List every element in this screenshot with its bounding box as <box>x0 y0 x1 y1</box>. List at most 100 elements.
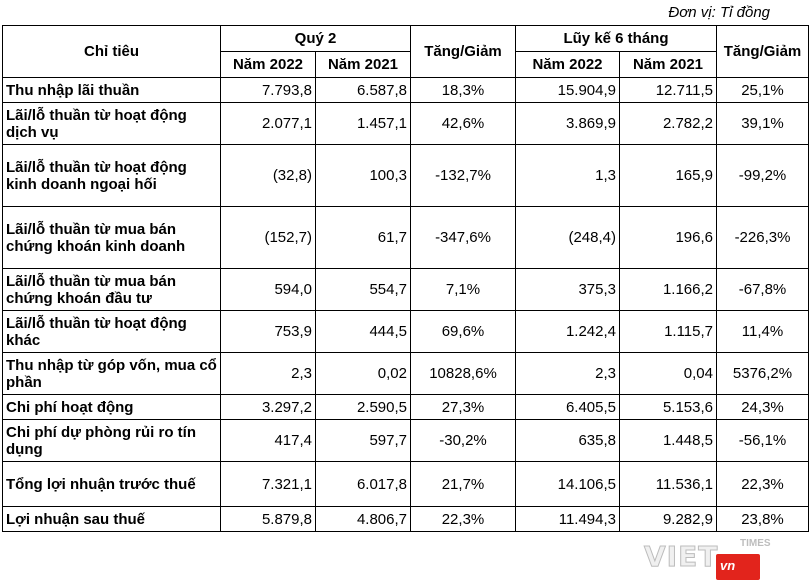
cell-c-change: 24,3% <box>716 394 809 420</box>
cell-q-2021: 444,5 <box>315 310 411 353</box>
cell-c-2022: 11.494,3 <box>515 506 620 532</box>
cell-c-2021: 1.115,7 <box>619 310 717 353</box>
logo-text: VIET <box>643 540 719 574</box>
cell-c-change: 11,4% <box>716 310 809 353</box>
table-row: Lãi/lỗ thuần từ hoạt động khác 753,9 444,5… <box>2 310 809 353</box>
cell-c-2022: 15.904,9 <box>515 77 620 103</box>
cell-q-2022: 7.793,8 <box>220 77 316 103</box>
header-c-2021: Năm 2021 <box>619 51 717 78</box>
cell-q-change: 27,3% <box>410 394 516 420</box>
cell-q-2022: 2.077,1 <box>220 102 316 145</box>
table-row: Chi phí hoạt động 3.297,2 2.590,5 27,3% 6.40… <box>2 394 809 420</box>
cell-q-change: 21,7% <box>410 461 516 507</box>
table-row: Lợi nhuận sau thuế 5.879,8 4.806,7 22,3% 11.… <box>2 506 809 532</box>
cell-q-change: 22,3% <box>410 506 516 532</box>
cell-q-2021: 597,7 <box>315 419 411 462</box>
cell-c-change: 25,1% <box>716 77 809 103</box>
cell-c-change: 39,1% <box>716 102 809 145</box>
cell-c-change: 23,8% <box>716 506 809 532</box>
cell-q-change: -132,7% <box>410 144 516 207</box>
header-row-top: Chỉ tiêu Quý 2 Tăng/Giảm Lũy kế 6 tháng … <box>2 25 809 78</box>
cell-c-change: -67,8% <box>716 268 809 311</box>
header-q-2022: Năm 2022 <box>220 51 316 78</box>
header-change-cumulative: Tăng/Giảm <box>716 25 809 78</box>
header-cumulative: Lũy kế 6 tháng <box>515 25 717 52</box>
header-row-years: Năm 2022 Năm 2021 Năm 2022 Năm 2021 <box>3 51 809 78</box>
cell-q-change: -30,2% <box>410 419 516 462</box>
cell-c-2021: 165,9 <box>619 144 717 207</box>
cell-c-2022: 1,3 <box>515 144 620 207</box>
cell-c-2021: 5.153,6 <box>619 394 717 420</box>
viettimes-logo: VIET TIMES vn <box>632 532 802 582</box>
cell-q-2021: 4.806,7 <box>315 506 411 532</box>
cell-q-change: 18,3% <box>410 77 516 103</box>
cell-c-2022: 6.405,5 <box>515 394 620 420</box>
row-label: Chi phí dự phòng rủi ro tín dụng <box>2 419 221 462</box>
cell-c-2021: 11.536,1 <box>619 461 717 507</box>
row-label: Thu nhập lãi thuần <box>2 77 221 103</box>
cell-c-2021: 2.782,2 <box>619 102 717 145</box>
cell-q-2021: 61,7 <box>315 206 411 269</box>
table-row: Thu nhập từ góp vốn, mua cổ phần 2,3 0,02 1… <box>2 352 809 395</box>
cell-q-2022: 594,0 <box>220 268 316 311</box>
cell-q-change: 7,1% <box>410 268 516 311</box>
cell-q-change: 10828,6% <box>410 352 516 395</box>
cell-c-2022: 3.869,9 <box>515 102 620 145</box>
cell-q-2021: 2.590,5 <box>315 394 411 420</box>
financial-table: Chỉ tiêu Quý 2 Tăng/Giảm Lũy kế 6 tháng … <box>2 25 809 532</box>
cell-c-2021: 1.166,2 <box>619 268 717 311</box>
header-change-quarter: Tăng/Giảm <box>410 25 516 78</box>
logo-badge: vn <box>716 554 760 580</box>
table-row: Tổng lợi nhuận trước thuế 7.321,1 6.017,8 2… <box>2 461 809 507</box>
logo-badge-text: vn <box>720 558 736 573</box>
row-label: Chi phí hoạt động <box>2 394 221 420</box>
row-label: Lãi/lỗ thuần từ hoạt động khác <box>2 310 221 353</box>
logo-sub: TIMES <box>740 538 771 549</box>
cell-c-2021: 1.448,5 <box>619 419 717 462</box>
cell-c-2022: (248,4) <box>515 206 620 269</box>
cell-q-2021: 1.457,1 <box>315 102 411 145</box>
row-label: Lãi/lỗ thuần từ hoạt động kinh doanh ngo… <box>2 144 221 207</box>
cell-c-2021: 9.282,9 <box>619 506 717 532</box>
cell-c-2022: 1.242,4 <box>515 310 620 353</box>
cell-q-change: 69,6% <box>410 310 516 353</box>
cell-q-2022: 417,4 <box>220 419 316 462</box>
cell-c-change: 22,3% <box>716 461 809 507</box>
header-indicator: Chỉ tiêu <box>2 25 221 78</box>
cell-q-2021: 100,3 <box>315 144 411 207</box>
cell-q-2021: 0,02 <box>315 352 411 395</box>
cell-q-2022: 2,3 <box>220 352 316 395</box>
table-row: Lãi/lỗ thuần từ mua bán chứng khoán kinh… <box>2 206 809 269</box>
cell-c-2022: 375,3 <box>515 268 620 311</box>
row-label: Tổng lợi nhuận trước thuế <box>2 461 221 507</box>
header-quarter: Quý 2 <box>220 25 411 52</box>
row-label: Lãi/lỗ thuần từ mua bán chứng khoán kinh… <box>2 206 221 269</box>
cell-c-2021: 0,04 <box>619 352 717 395</box>
cell-c-2022: 14.106,5 <box>515 461 620 507</box>
cell-q-change: -347,6% <box>410 206 516 269</box>
cell-q-2022: (152,7) <box>220 206 316 269</box>
table-row: Lãi/lỗ thuần từ hoạt động kinh doanh ngo… <box>2 144 809 207</box>
cell-q-2021: 554,7 <box>315 268 411 311</box>
cell-c-2021: 12.711,5 <box>619 77 717 103</box>
row-label: Thu nhập từ góp vốn, mua cổ phần <box>2 352 221 395</box>
cell-c-change: -99,2% <box>716 144 809 207</box>
cell-c-2022: 2,3 <box>515 352 620 395</box>
cell-q-2022: 5.879,8 <box>220 506 316 532</box>
row-label: Lợi nhuận sau thuế <box>2 506 221 532</box>
header-c-2022: Năm 2022 <box>515 51 620 78</box>
table-body: Thu nhập lãi thuần 7.793,8 6.587,8 18,3% 15.… <box>2 77 809 532</box>
cell-c-change: 5376,2% <box>716 352 809 395</box>
cell-q-2022: 3.297,2 <box>220 394 316 420</box>
cell-q-2022: 753,9 <box>220 310 316 353</box>
cell-c-2022: 635,8 <box>515 419 620 462</box>
cell-q-2022: (32,8) <box>220 144 316 207</box>
cell-q-change: 42,6% <box>410 102 516 145</box>
cell-q-2021: 6.017,8 <box>315 461 411 507</box>
cell-c-2021: 196,6 <box>619 206 717 269</box>
unit-note: Đơn vị: Tỉ đồng <box>668 4 770 21</box>
row-label: Lãi/lỗ thuần từ mua bán chứng khoán đầu … <box>2 268 221 311</box>
table-row: Chi phí dự phòng rủi ro tín dụng 417,4 597… <box>2 419 809 462</box>
cell-c-change: -226,3% <box>716 206 809 269</box>
row-label: Lãi/lỗ thuần từ hoạt động dịch vụ <box>2 102 221 145</box>
